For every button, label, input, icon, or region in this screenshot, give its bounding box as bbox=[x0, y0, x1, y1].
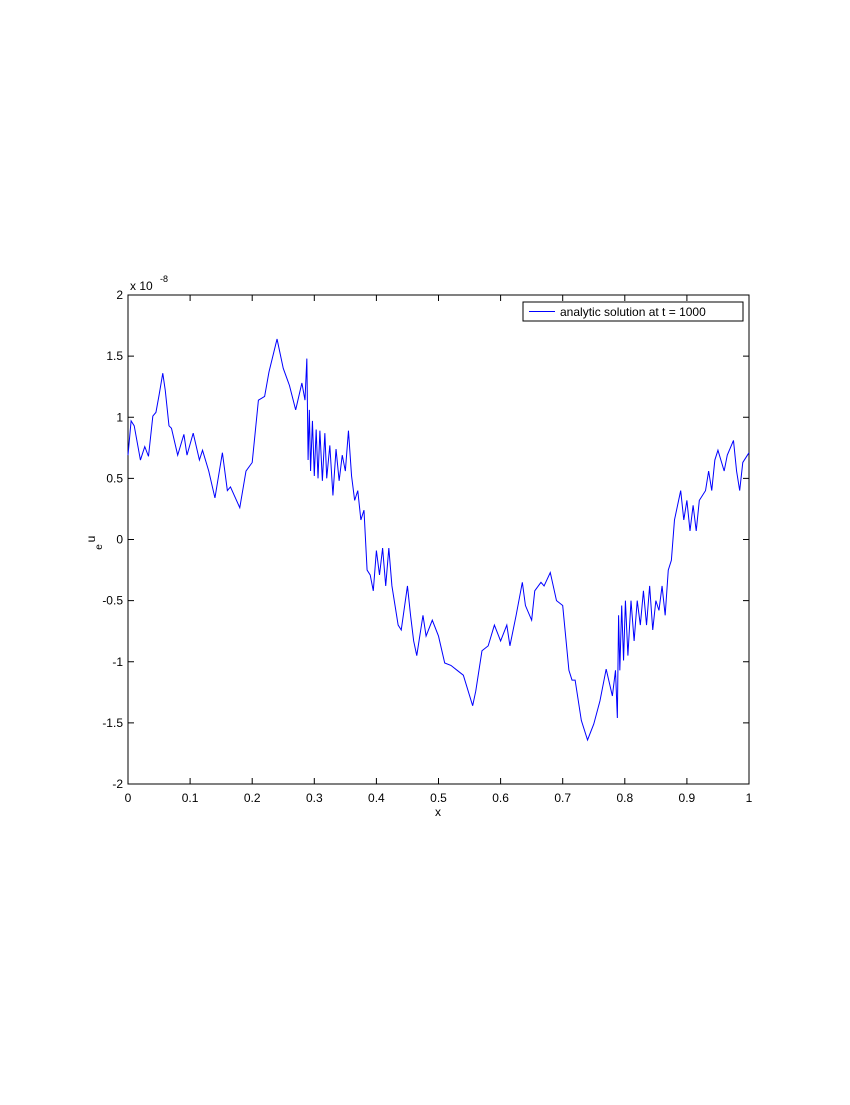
y-axis-label-subscript: e bbox=[94, 544, 105, 550]
x-tick-label: 0.5 bbox=[430, 791, 447, 805]
x-tick-label: 0.3 bbox=[306, 791, 323, 805]
legend-box bbox=[522, 301, 744, 322]
x-tick-label: 0.9 bbox=[679, 791, 696, 805]
y-tick-label: -2 bbox=[112, 777, 123, 791]
y-tick-label: 0.5 bbox=[106, 471, 123, 485]
y-tick-label: 1 bbox=[116, 410, 123, 424]
axes-box bbox=[127, 294, 750, 785]
x-axis-label: x bbox=[435, 805, 441, 819]
y-tick-label: -0.5 bbox=[102, 594, 123, 608]
x-tick-label: 0.4 bbox=[368, 791, 385, 805]
y-multiplier-exponent: -8 bbox=[160, 274, 168, 284]
y-tick-label: -1 bbox=[112, 655, 123, 669]
y-multiplier: x 10 bbox=[130, 279, 153, 293]
x-tick-label: 1 bbox=[746, 791, 753, 805]
y-tick-label: 2 bbox=[116, 288, 123, 302]
y-axis-label-main: u bbox=[84, 536, 98, 543]
y-tick-label: 0 bbox=[116, 533, 123, 547]
x-tick-label: 0 bbox=[125, 791, 132, 805]
x-tick-label: 0.6 bbox=[492, 791, 509, 805]
y-axis-label: u e bbox=[84, 536, 105, 550]
x-tick-label: 0.8 bbox=[616, 791, 633, 805]
y-tick-label: -1.5 bbox=[102, 716, 123, 730]
y-tick-label: 1.5 bbox=[106, 349, 123, 363]
x-tick-label: 0.7 bbox=[554, 791, 571, 805]
x-tick-label: 0.2 bbox=[244, 791, 261, 805]
legend-label: analytic solution at t = 1000 bbox=[560, 305, 706, 319]
x-tick-label: 0.1 bbox=[182, 791, 199, 805]
data-line bbox=[127, 338, 750, 742]
